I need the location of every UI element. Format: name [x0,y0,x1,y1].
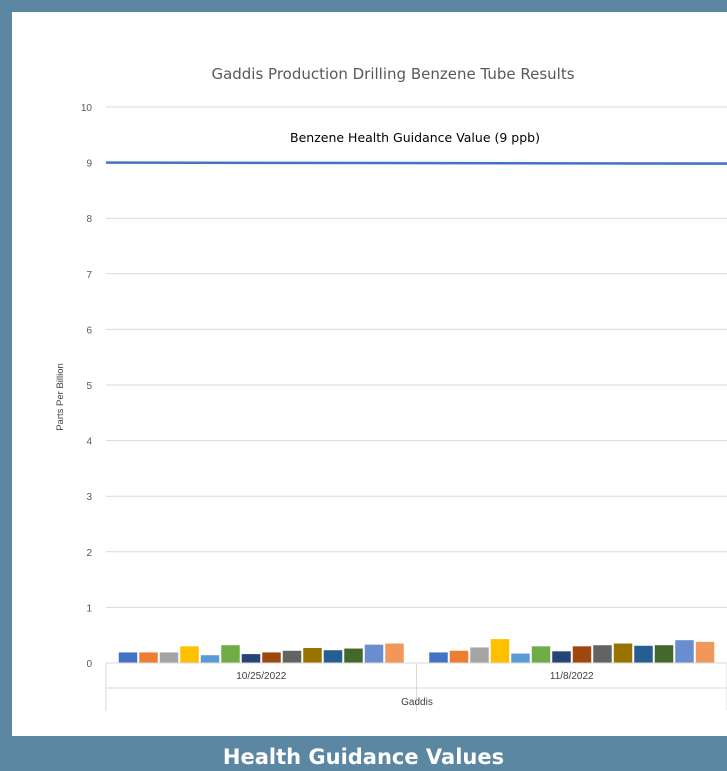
bar [221,645,240,663]
bars [118,639,715,663]
y-tick-label: 3 [86,492,92,503]
chart-panel: 0 1 2 3 4 5 6 7 8 9 10 10/25/2022 11/8/2022 Gaddis … [12,12,727,736]
y-tick-labels: 0 1 2 3 4 5 6 7 8 9 10 [81,103,93,670]
bar [634,645,653,663]
bar [429,652,448,663]
bar [180,646,199,663]
bar [241,654,261,663]
bar [490,639,510,663]
x-tick-label: 10/25/2022 [236,671,286,682]
x-tick-label: 11/8/2022 [550,671,594,682]
chart-svg: 0 1 2 3 4 5 6 7 8 9 10 10/25/2022 11/8/2022 Gaddis … [55,65,727,711]
y-tick-label: 1 [86,603,92,614]
bar [118,652,138,663]
bar [593,645,612,663]
y-tick-label: 6 [86,325,92,336]
x-axis: 10/25/2022 11/8/2022 [105,662,727,711]
bar [654,645,674,663]
bar [262,652,281,663]
x-group-label: Gaddis [401,697,433,708]
reference-line-group [105,161,727,165]
bar [695,641,715,663]
bar [303,647,322,663]
y-tick-label: 9 [86,159,92,170]
bar [364,644,384,663]
y-tick-label: 5 [86,381,92,392]
footer-title: Health Guidance Values [222,745,505,769]
bar [572,646,592,663]
chart-title: Gaddis Production Drilling Benzene Tube … [211,65,574,83]
bar [344,648,363,663]
bar [282,650,302,663]
y-tick-label: 10 [81,103,93,114]
bar [675,640,694,663]
bar [511,653,530,663]
bar [139,652,158,663]
bar [159,652,179,663]
y-tick-label: 4 [86,437,92,448]
reference-line-label: Benzene Health Guidance Value (9 ppb) [290,130,540,145]
bar [613,643,633,663]
bar [200,655,220,663]
y-tick-label: 8 [86,214,92,225]
bar [323,650,343,663]
bar [470,647,489,663]
y-tick-label: 2 [86,548,92,559]
y-tick-label: 7 [86,270,92,281]
y-axis-label: Parts Per Billion [55,363,66,431]
bar [552,651,571,663]
bar [385,643,404,663]
gridlines [106,106,727,664]
y-tick-label: 0 [86,659,92,670]
reference-line [105,161,727,165]
bar [449,650,469,663]
bar [531,646,551,663]
